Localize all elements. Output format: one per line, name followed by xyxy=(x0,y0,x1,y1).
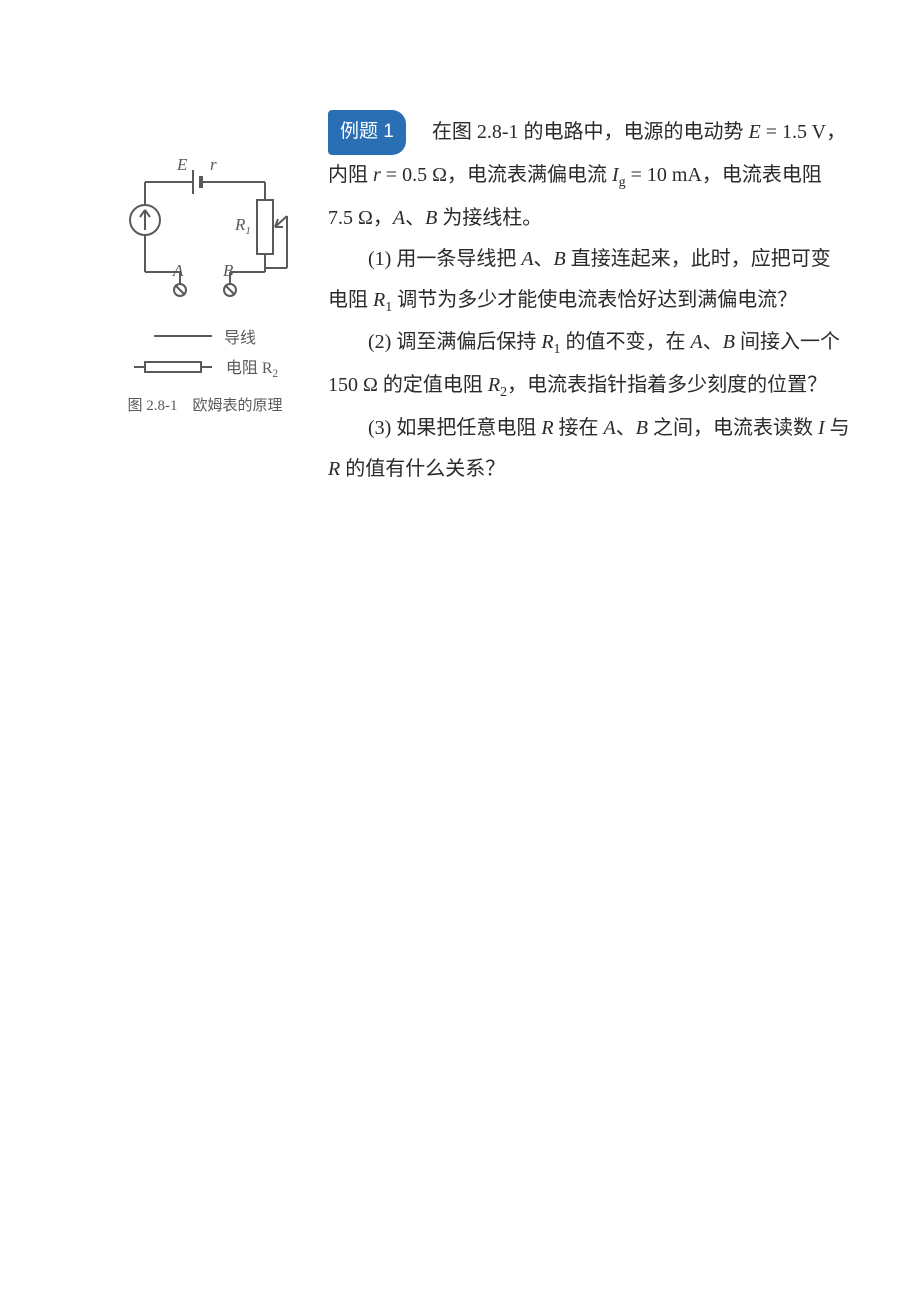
problem-q2: (2) 调至满偏后保持 R1 的值不变，在 A、B 间接入一个 150 Ω 的定… xyxy=(328,322,850,407)
label-B: B xyxy=(223,261,234,280)
figure-caption: 图 2.8-1 欧姆表的原理 xyxy=(128,394,283,415)
legend-resistor-label: 电阻 R2 xyxy=(226,354,278,380)
problem-text: 例题 1 在图 2.8-1 的电路中，电源的电动势 E = 1.5 V，内阻 r… xyxy=(320,110,850,490)
label-R1: R1 xyxy=(234,215,251,237)
page-content: E r R1 A B 导线 电阻 R2 图 2.8-1 欧姆表的原理 xyxy=(90,110,850,490)
label-A: A xyxy=(172,261,184,280)
legend-wire: 导线 xyxy=(132,324,278,348)
problem-q3: (3) 如果把任意电阻 R 接在 A、B 之间，电流表读数 I 与 R 的值有什… xyxy=(328,408,850,490)
content-row: E r R1 A B 导线 电阻 R2 图 2.8-1 欧姆表的原理 xyxy=(90,110,850,490)
label-r: r xyxy=(210,155,217,174)
figure-legend: 导线 电阻 R2 xyxy=(132,324,278,386)
figure-column: E r R1 A B 导线 电阻 R2 图 2.8-1 欧姆表的原理 xyxy=(90,110,320,415)
circuit-diagram: E r R1 A B xyxy=(115,150,295,310)
problem-q1: (1) 用一条导线把 A、B 直接连起来，此时，应把可变电阻 R1 调节为多少才… xyxy=(328,239,850,323)
example-badge: 例题 1 xyxy=(328,110,406,155)
legend-resistor: 电阻 R2 xyxy=(132,354,278,380)
wire-icon xyxy=(154,335,212,337)
label-E: E xyxy=(176,155,188,174)
legend-wire-label: 导线 xyxy=(224,324,256,348)
resistor-icon xyxy=(144,361,202,373)
problem-para-1: 例题 1 在图 2.8-1 的电路中，电源的电动势 E = 1.5 V，内阻 r… xyxy=(328,110,850,239)
